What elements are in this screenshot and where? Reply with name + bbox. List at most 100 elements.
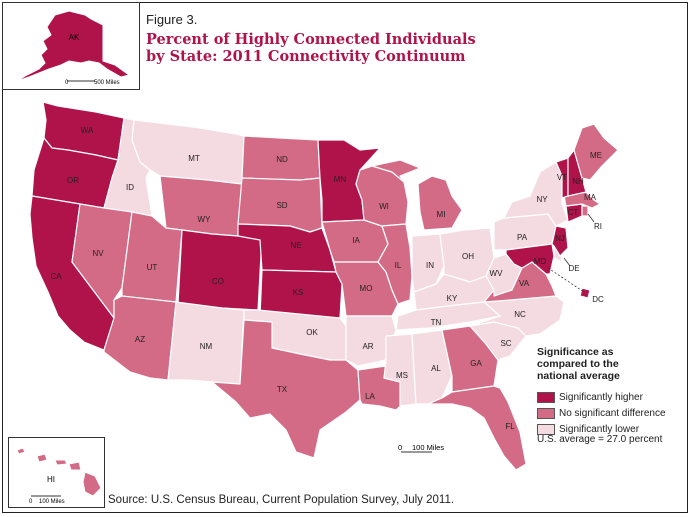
legend-item-higher: Significantly higher: [537, 391, 685, 404]
label-MA: MA: [584, 193, 597, 202]
legend: Significance as compared to the national…: [537, 346, 685, 436]
label-TN: TN: [431, 318, 442, 327]
label-ME: ME: [590, 151, 602, 160]
state-TX: [211, 319, 361, 459]
main-scale-zero: 0: [398, 443, 402, 452]
label-KS: KS: [293, 288, 304, 297]
state-MT: [131, 119, 245, 185]
label-UT: UT: [147, 263, 158, 272]
label-MO: MO: [360, 284, 373, 293]
ri-leader-line: [587, 213, 595, 223]
label-ND: ND: [276, 155, 288, 164]
state-ME: [573, 123, 619, 181]
label-HI: HI: [47, 475, 55, 484]
state-WY: [159, 175, 243, 237]
state-HI-3: [54, 459, 68, 466]
dc-leader-line: [547, 267, 585, 293]
state-HI-5: [82, 471, 102, 497]
label-IL: IL: [395, 261, 402, 270]
label-MT: MT: [188, 154, 200, 163]
state-NJ: [551, 225, 569, 257]
label-NC: NC: [514, 310, 526, 319]
label-WY: WY: [198, 215, 212, 224]
legend-swatch-higher: [537, 392, 555, 403]
label-NY: NY: [536, 195, 548, 204]
state-MA: [563, 191, 601, 209]
source-note: Source: U.S. Census Bureau, Current Popu…: [108, 494, 455, 506]
label-NV: NV: [92, 249, 104, 258]
state-FL: [427, 385, 527, 471]
label-KY: KY: [447, 294, 458, 303]
legend-item-lower: Significantly lower: [537, 423, 685, 436]
label-NJ: NJ: [555, 234, 565, 243]
label-RI: RI: [594, 222, 602, 231]
label-AL: AL: [431, 364, 441, 373]
main-scale-label: 100 Miles: [412, 443, 444, 452]
label-AR: AR: [362, 342, 373, 351]
label-OH: OH: [462, 252, 474, 261]
state-HI-1: [16, 447, 26, 455]
state-IL: [377, 223, 413, 305]
label-TX: TX: [277, 385, 288, 394]
alaska-inset: AK 0 500 Miles: [2, 2, 140, 90]
hawaii-svg: HI 0 100 Miles: [16, 447, 102, 505]
map-title: Percent of Highly Connected Individuals …: [146, 31, 476, 65]
label-IN: IN: [426, 261, 434, 270]
alaska-scale-label: 500 Miles: [94, 80, 120, 86]
label-CA: CA: [50, 272, 62, 281]
label-IA: IA: [352, 236, 360, 245]
label-CO: CO: [212, 277, 224, 286]
state-RI: [581, 205, 589, 217]
state-AR: [345, 315, 397, 367]
state-UT: [121, 211, 183, 303]
legend-label-higher: Significantly higher: [559, 392, 643, 403]
label-VA: VA: [519, 279, 530, 288]
label-VT: VT: [557, 173, 567, 182]
label-WI: WI: [379, 202, 389, 211]
label-WV: WV: [490, 269, 504, 278]
legend-title: Significance as compared to the national…: [537, 346, 620, 382]
legend-item-nodiff: No significant difference: [537, 407, 685, 420]
figure-frame: [2, 2, 688, 513]
hawaii-inset: HI 0 100 Miles: [8, 437, 105, 508]
label-NM: NM: [200, 342, 213, 351]
label-PA: PA: [517, 233, 528, 242]
label-DC: DC: [592, 295, 604, 304]
state-MI: [371, 159, 463, 231]
label-LA: LA: [365, 392, 375, 401]
legend-label-lower: Significantly lower: [559, 424, 640, 435]
state-NV: [71, 203, 133, 319]
figure-label: Figure 3.: [146, 12, 198, 27]
label-NE: NE: [290, 241, 301, 250]
us-average-note: U.S. average = 27.0 percent: [537, 434, 663, 445]
state-KS: [259, 269, 343, 319]
label-GA: GA: [470, 359, 482, 368]
legend-swatch-nodiff: [537, 408, 555, 419]
state-HI-4: [68, 461, 82, 471]
label-DE: DE: [568, 264, 579, 273]
label-SD: SD: [276, 201, 287, 210]
label-MI: MI: [437, 210, 446, 219]
state-CO: [177, 229, 263, 311]
de-leader-line: [563, 257, 571, 267]
state-NH: [567, 149, 587, 197]
state-VA: [483, 261, 557, 303]
hawaii-scale-label: 100 Miles: [39, 499, 65, 505]
label-ID: ID: [126, 183, 134, 192]
legend-swatch-lower: [537, 424, 555, 435]
state-AK: [16, 10, 131, 82]
label-CT: CT: [568, 208, 579, 217]
label-AK: AK: [69, 33, 80, 42]
label-MN: MN: [334, 175, 347, 184]
state-DC: [579, 287, 591, 299]
state-VT: [555, 157, 569, 199]
state-NE: [237, 223, 337, 273]
label-NH: NH: [572, 177, 584, 186]
legend-label-nodiff: No significant difference: [559, 408, 666, 419]
alaska-scale-zero: 0: [65, 80, 69, 86]
label-WA: WA: [81, 126, 94, 135]
hawaii-scale-zero: 0: [29, 499, 33, 505]
label-MS: MS: [396, 371, 408, 380]
label-OR: OR: [67, 176, 79, 185]
